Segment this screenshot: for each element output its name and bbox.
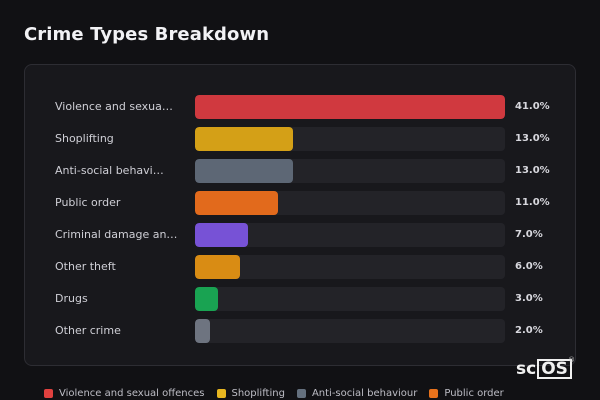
- bar-track: [195, 191, 505, 215]
- bar[interactable]: [195, 223, 248, 247]
- bar-row: Criminal damage an… 7.0%: [25, 223, 577, 247]
- bar-label: Shoplifting: [55, 132, 114, 145]
- bar-row: Shoplifting 13.0%: [25, 127, 577, 151]
- legend-label: Anti-social behaviour: [311, 387, 418, 399]
- bar-value-label: 2.0%: [515, 325, 543, 336]
- bar-value-label: 11.0%: [515, 197, 550, 208]
- bar-row: Other theft 6.0%: [25, 255, 577, 279]
- bar-row: Public order 11.0%: [25, 191, 577, 215]
- bar[interactable]: [195, 191, 278, 215]
- bar-value-label: 7.0%: [515, 229, 543, 240]
- registered-mark: ®: [568, 356, 575, 364]
- bar[interactable]: [195, 127, 293, 151]
- chart-legend: Violence and sexual offences Shoplifting A…: [44, 386, 504, 400]
- page-title: Crime Types Breakdown: [24, 24, 270, 45]
- legend-item[interactable]: Violence and sexual offences: [44, 388, 205, 399]
- bar-track: [195, 255, 505, 279]
- legend-swatch: [216, 388, 226, 398]
- legend-label: Public order: [444, 387, 504, 399]
- legend-label: Violence and sexual offences: [59, 387, 205, 399]
- bar[interactable]: [195, 95, 505, 119]
- legend-swatch: [296, 388, 306, 398]
- brand-logo-prefix: sc: [516, 359, 537, 379]
- bar-label: Criminal damage an…: [55, 228, 178, 241]
- bar-label: Drugs: [55, 292, 88, 305]
- bar-value-label: 41.0%: [515, 101, 550, 112]
- bar-value-label: 3.0%: [515, 293, 543, 304]
- bar-track: [195, 223, 505, 247]
- bar-label: Public order: [55, 196, 121, 209]
- bar-label: Violence and sexua…: [55, 100, 173, 113]
- bar-track: [195, 319, 505, 343]
- bar-row: Other crime 2.0%: [25, 319, 577, 343]
- bar[interactable]: [195, 319, 210, 343]
- brand-logo-boxed: OS: [537, 359, 572, 379]
- bar-track: [195, 287, 505, 311]
- bar-label: Other theft: [55, 260, 116, 273]
- brand-logo: sc OS: [516, 358, 572, 380]
- legend-label: Shoplifting: [231, 387, 285, 399]
- legend-item[interactable]: Public order: [429, 387, 504, 399]
- bar-label: Other crime: [55, 324, 121, 337]
- bar-row: Drugs 3.0%: [25, 287, 577, 311]
- legend-item[interactable]: Anti-social behaviour: [296, 387, 418, 399]
- bar-track: [195, 127, 505, 151]
- bar[interactable]: [195, 287, 218, 311]
- legend-swatch: [44, 388, 53, 398]
- bar-value-label: 13.0%: [515, 165, 550, 176]
- bar-label: Anti-social behavi…: [55, 164, 164, 177]
- legend-item[interactable]: Shoplifting: [216, 387, 285, 399]
- bar-value-label: 6.0%: [515, 261, 543, 272]
- chart-card: Violence and sexua… 41.0% Shoplifting 13.0%…: [24, 64, 576, 366]
- bar-row: Anti-social behavi… 13.0%: [25, 159, 577, 183]
- bar-track: [195, 95, 505, 119]
- bar[interactable]: [195, 255, 240, 279]
- bar-value-label: 13.0%: [515, 133, 550, 144]
- bar-row: Violence and sexua… 41.0%: [25, 95, 577, 119]
- bar[interactable]: [195, 159, 293, 183]
- legend-swatch: [429, 388, 439, 398]
- bar-track: [195, 159, 505, 183]
